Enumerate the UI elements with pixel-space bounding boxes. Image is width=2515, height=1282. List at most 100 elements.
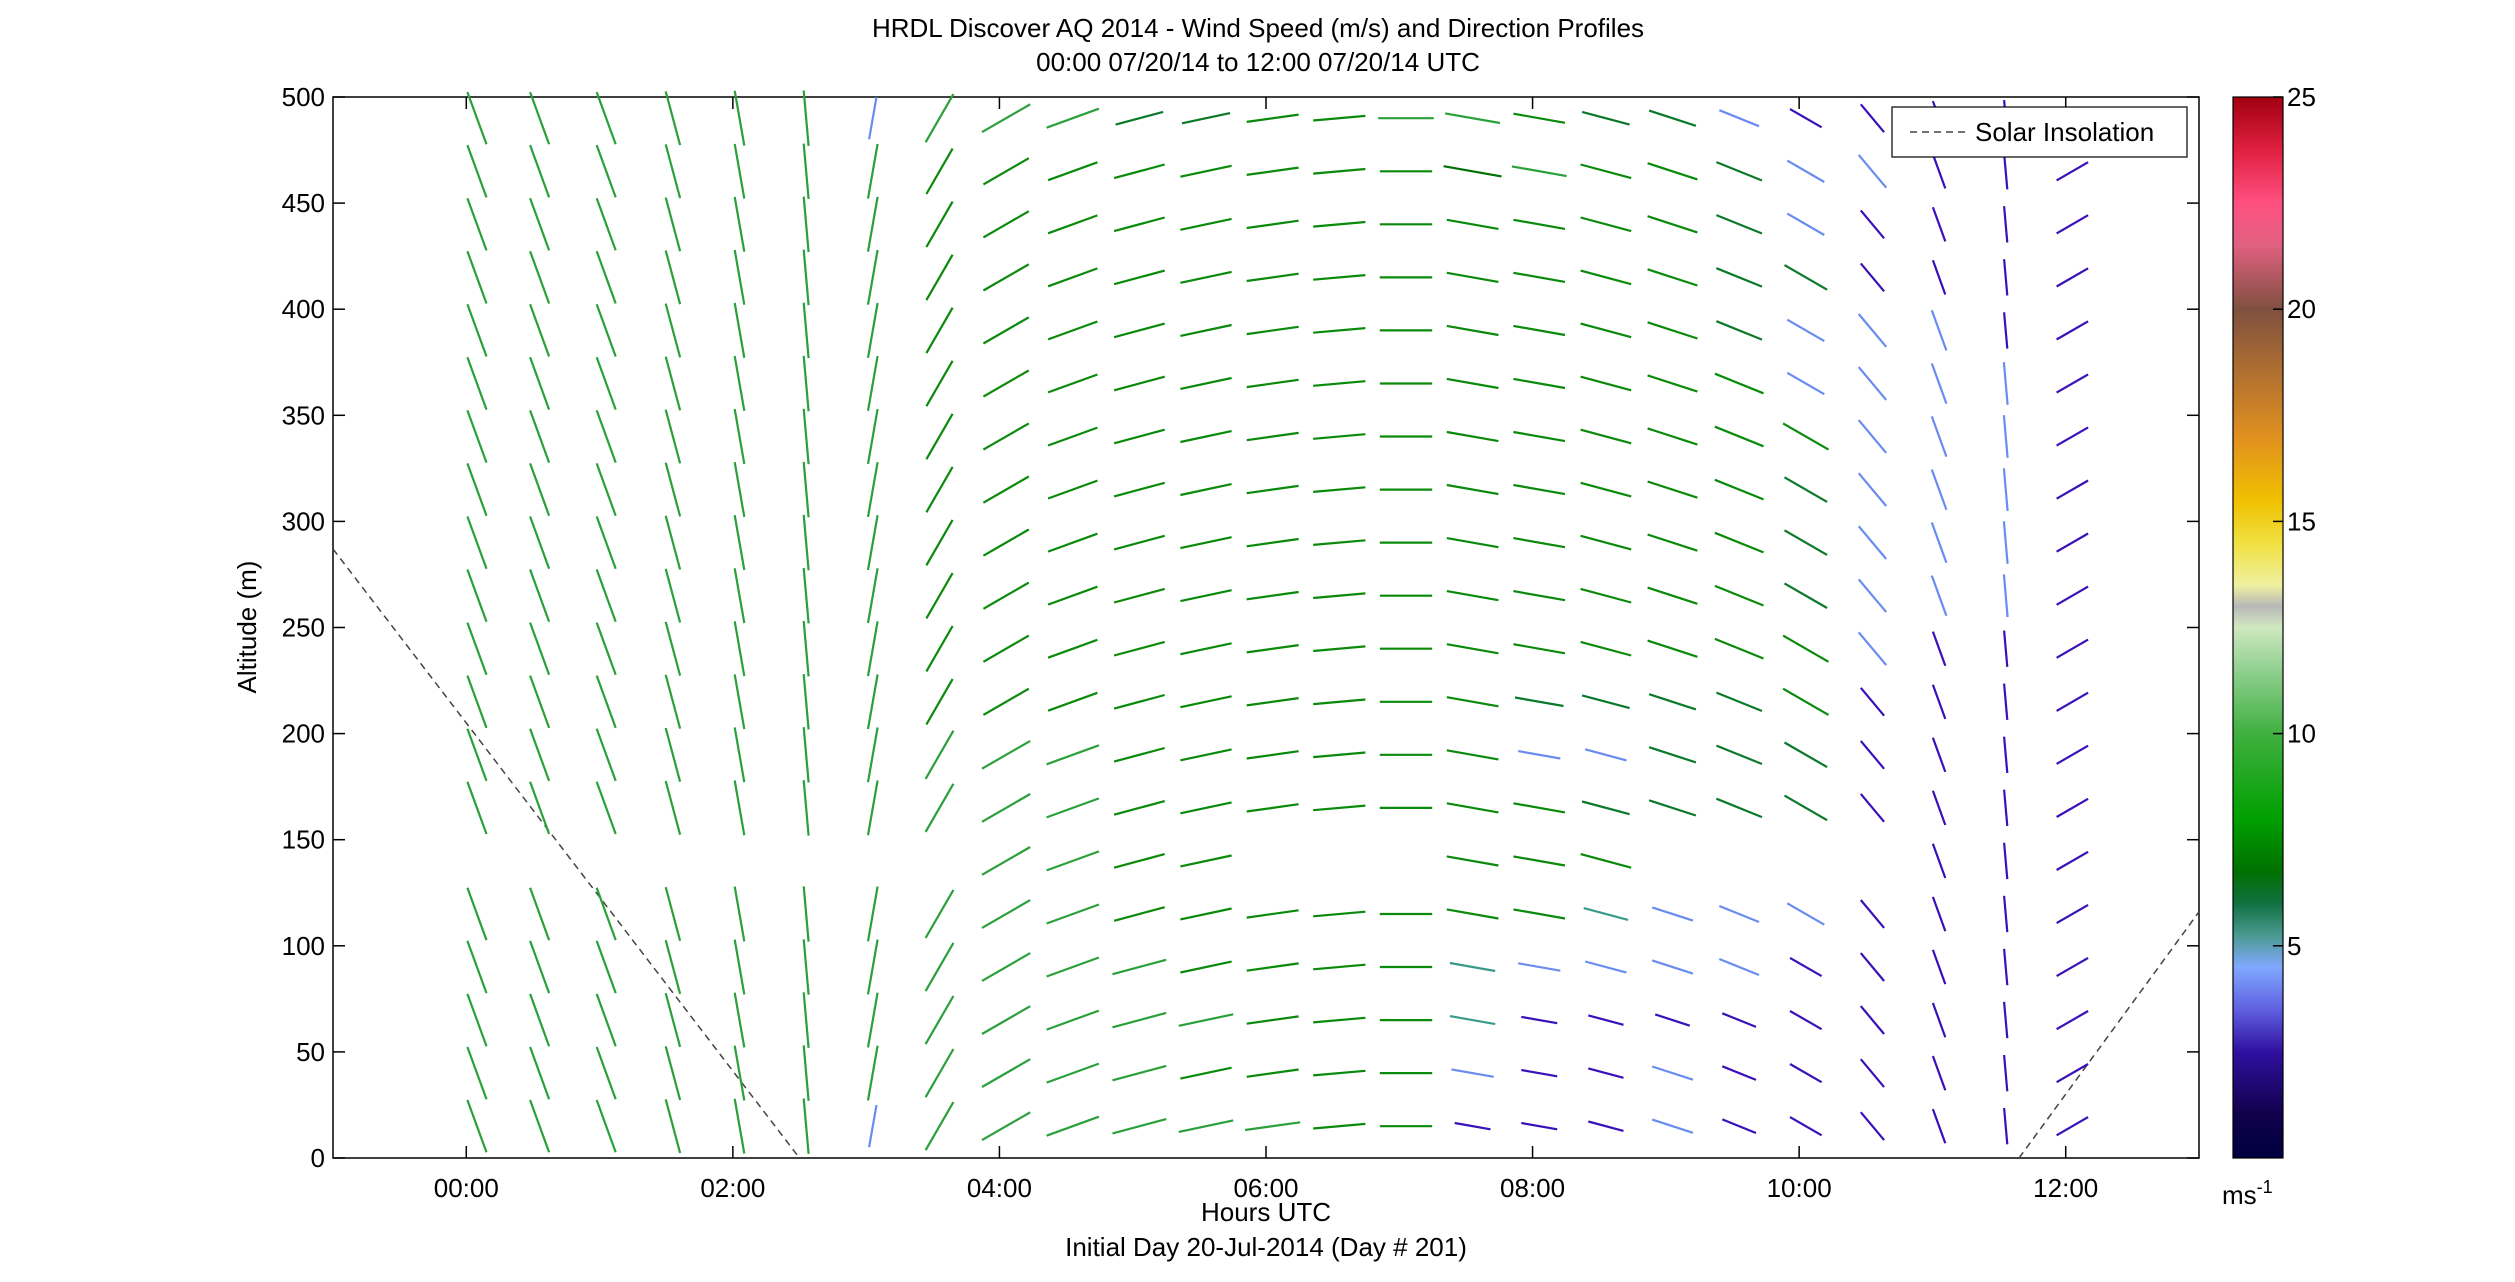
wind-vector bbox=[1931, 153, 1947, 189]
wind-vector bbox=[1446, 696, 1499, 708]
wind-vector bbox=[981, 739, 1031, 770]
wind-vector bbox=[529, 144, 551, 198]
wind-vector bbox=[664, 303, 682, 358]
wind-vector bbox=[1113, 640, 1165, 657]
wind-vector bbox=[1930, 522, 1948, 564]
wind-vector bbox=[1313, 592, 1366, 600]
wind-vector bbox=[2002, 468, 2009, 511]
wind-vector bbox=[868, 1104, 878, 1148]
wind-vector bbox=[2003, 259, 2009, 296]
wind-vector bbox=[1446, 218, 1499, 230]
wind-vector bbox=[1513, 324, 1566, 337]
wind-vector bbox=[1180, 748, 1232, 762]
wind-vector bbox=[982, 422, 1030, 451]
wind-vector bbox=[2056, 426, 2089, 447]
wind-vector bbox=[1648, 746, 1697, 764]
wind-vector bbox=[466, 781, 488, 835]
wind-vector bbox=[1113, 269, 1165, 286]
colorbar-tick-label: 25 bbox=[2287, 82, 2316, 112]
colorbar-tick-label: 15 bbox=[2287, 506, 2316, 536]
wind-vector bbox=[1931, 896, 1947, 932]
wind-vector bbox=[1714, 425, 1764, 448]
wind-vector bbox=[466, 516, 488, 570]
wind-vector bbox=[1714, 372, 1764, 395]
wind-vector bbox=[1580, 216, 1632, 233]
wind-vector bbox=[866, 408, 879, 465]
wind-vector bbox=[1715, 267, 1763, 288]
wind-vector bbox=[1931, 1055, 1947, 1091]
wind-vector bbox=[1931, 631, 1947, 667]
wind-vector bbox=[1313, 486, 1366, 493]
wind-vector bbox=[1714, 531, 1764, 554]
wind-vector bbox=[1180, 483, 1232, 497]
wind-vector bbox=[595, 940, 617, 994]
wind-vector bbox=[595, 516, 617, 570]
wind-vector bbox=[1246, 431, 1299, 442]
wind-vector bbox=[1930, 416, 1948, 457]
wind-vector bbox=[1721, 1065, 1757, 1081]
wind-vector bbox=[925, 413, 954, 460]
wind-vector bbox=[1714, 637, 1764, 660]
wind-vector bbox=[595, 728, 617, 782]
wind-vector bbox=[1859, 952, 1885, 982]
wind-vector bbox=[2056, 1010, 2089, 1031]
wind-vector bbox=[1513, 908, 1566, 920]
wind-vector bbox=[1047, 426, 1098, 447]
wind-vector bbox=[982, 634, 1030, 663]
wind-vector bbox=[1313, 114, 1366, 122]
wind-vector bbox=[664, 568, 682, 623]
wind-vector bbox=[1583, 906, 1629, 921]
x-tick-label: 08:00 bbox=[1500, 1173, 1565, 1203]
wind-vector bbox=[1046, 956, 1100, 978]
wind-vector bbox=[1246, 219, 1299, 230]
x-tick-label: 04:00 bbox=[967, 1173, 1032, 1203]
wind-vector bbox=[2056, 320, 2089, 341]
wind-vector bbox=[1513, 802, 1566, 814]
wind-vector bbox=[1648, 693, 1697, 711]
wind-vector bbox=[1446, 483, 1499, 496]
wind-vector bbox=[595, 303, 617, 357]
wind-vector bbox=[664, 939, 682, 995]
wind-vector bbox=[529, 410, 551, 463]
wind-vector bbox=[866, 939, 879, 995]
wind-vector bbox=[1580, 375, 1632, 392]
wind-vector bbox=[1446, 537, 1499, 549]
wind-vector bbox=[1246, 1068, 1299, 1078]
wind-vector bbox=[866, 355, 879, 411]
wind-vector bbox=[1648, 109, 1697, 127]
wind-vector bbox=[733, 143, 746, 199]
wind-vector bbox=[1180, 854, 1232, 868]
wind-vector bbox=[529, 781, 551, 835]
x-tick-label: 00:00 bbox=[434, 1173, 499, 1203]
wind-vector bbox=[529, 1046, 551, 1100]
wind-vector bbox=[982, 528, 1030, 557]
wind-vector bbox=[1581, 694, 1630, 710]
wind-vector bbox=[802, 408, 810, 465]
wind-vector bbox=[1651, 906, 1694, 922]
wind-vector bbox=[1859, 899, 1885, 929]
wind-vector bbox=[1446, 802, 1499, 814]
wind-vector bbox=[1782, 422, 1830, 451]
wind-vector bbox=[1313, 327, 1366, 334]
wind-vector bbox=[1047, 161, 1098, 182]
wind-vector bbox=[1584, 748, 1627, 762]
wind-vector bbox=[1521, 1068, 1558, 1078]
wind-vector-layer bbox=[466, 90, 2089, 1154]
wind-vector bbox=[733, 249, 746, 305]
wind-vector bbox=[866, 568, 879, 624]
wind-vector bbox=[1047, 320, 1098, 341]
y-tick-label: 350 bbox=[282, 400, 325, 430]
wind-vector bbox=[1718, 957, 1760, 977]
wind-vector bbox=[1313, 910, 1366, 918]
wind-vector bbox=[1782, 634, 1830, 663]
colorbar-tick-label: 20 bbox=[2287, 294, 2316, 324]
wind-vector bbox=[595, 675, 617, 729]
wind-vector bbox=[2003, 789, 2009, 827]
wind-vector bbox=[2003, 736, 2009, 774]
wind-vector bbox=[1180, 801, 1232, 815]
wind-vector bbox=[733, 1045, 746, 1101]
wind-vector bbox=[529, 303, 551, 357]
legend-label: Solar Insolation bbox=[1975, 117, 2154, 147]
wind-vector bbox=[2056, 903, 2089, 925]
wind-vector bbox=[802, 1098, 810, 1154]
